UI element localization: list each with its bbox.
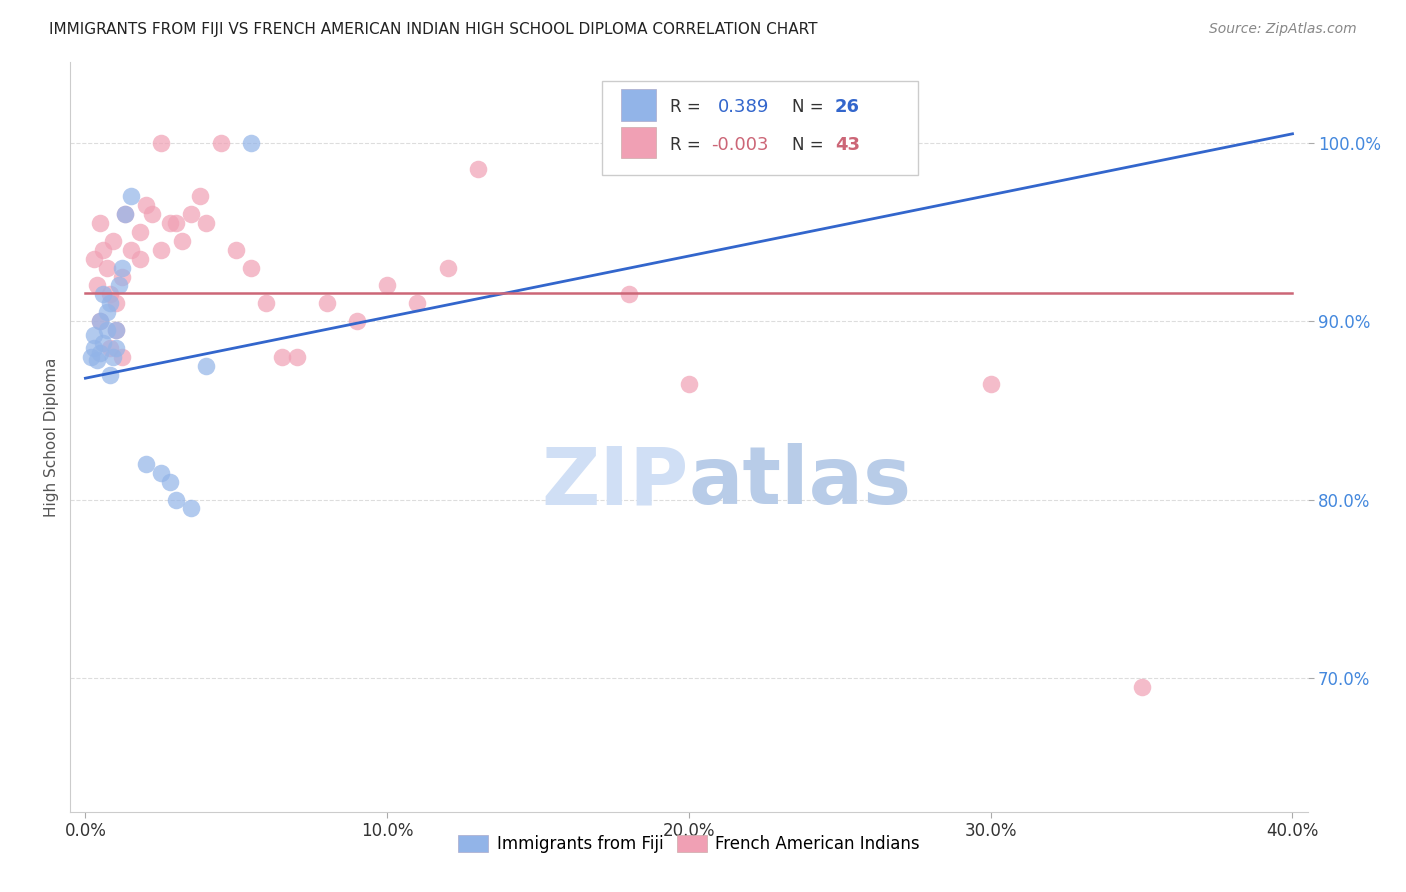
Point — [96, 305, 118, 319]
Point — [436, 260, 458, 275]
Point — [149, 136, 172, 150]
Text: 26: 26 — [835, 98, 860, 116]
Point — [170, 234, 193, 248]
Text: 0.389: 0.389 — [717, 98, 769, 116]
Point — [315, 296, 337, 310]
Text: R =: R = — [671, 136, 706, 153]
Point — [285, 350, 308, 364]
Point — [93, 335, 115, 350]
Point — [98, 296, 121, 310]
Point — [467, 162, 489, 177]
Point — [980, 376, 1002, 391]
Point — [256, 296, 278, 310]
Point — [104, 296, 127, 310]
Point — [107, 278, 129, 293]
Point — [165, 492, 187, 507]
Point — [240, 260, 263, 275]
Point — [110, 350, 132, 364]
Text: atlas: atlas — [689, 443, 912, 521]
Point — [110, 260, 132, 275]
Point — [195, 216, 218, 230]
Point — [101, 234, 124, 248]
Point — [135, 198, 157, 212]
Point — [104, 341, 127, 355]
Point — [104, 323, 127, 337]
Text: N =: N = — [792, 98, 828, 116]
Point — [149, 243, 172, 257]
Point — [141, 207, 163, 221]
Point — [240, 136, 263, 150]
Point — [180, 501, 202, 516]
Text: IMMIGRANTS FROM FIJI VS FRENCH AMERICAN INDIAN HIGH SCHOOL DIPLOMA CORRELATION C: IMMIGRANTS FROM FIJI VS FRENCH AMERICAN … — [49, 22, 818, 37]
Bar — [621, 89, 655, 121]
Point — [209, 136, 232, 150]
Point — [128, 252, 150, 266]
Point — [195, 359, 218, 373]
Point — [110, 269, 132, 284]
FancyBboxPatch shape — [602, 81, 918, 175]
Bar — [621, 127, 655, 159]
Point — [270, 350, 292, 364]
Point — [159, 475, 181, 489]
Point — [1130, 680, 1153, 694]
Point — [346, 314, 368, 328]
Point — [89, 314, 111, 328]
Point — [101, 350, 124, 364]
Point — [93, 287, 115, 301]
Point — [83, 341, 105, 355]
Point — [80, 350, 103, 364]
Point — [149, 466, 172, 480]
Point — [135, 457, 157, 471]
Point — [86, 353, 108, 368]
Point — [165, 216, 187, 230]
Point — [89, 314, 111, 328]
Point — [120, 189, 142, 203]
Point — [678, 376, 700, 391]
Point — [180, 207, 202, 221]
Y-axis label: High School Diploma: High School Diploma — [44, 358, 59, 516]
Text: R =: R = — [671, 98, 706, 116]
Point — [86, 278, 108, 293]
Text: -0.003: -0.003 — [711, 136, 769, 153]
Point — [83, 328, 105, 343]
Point — [128, 225, 150, 239]
Point — [375, 278, 398, 293]
Text: 43: 43 — [835, 136, 860, 153]
Point — [114, 207, 136, 221]
Text: Source: ZipAtlas.com: Source: ZipAtlas.com — [1209, 22, 1357, 37]
Point — [406, 296, 429, 310]
Point — [93, 243, 115, 257]
Text: N =: N = — [792, 136, 828, 153]
Point — [617, 287, 640, 301]
Text: ZIP: ZIP — [541, 443, 689, 521]
Point — [89, 216, 111, 230]
Point — [83, 252, 105, 266]
Point — [188, 189, 211, 203]
Point — [96, 260, 118, 275]
Point — [98, 287, 121, 301]
Point — [89, 346, 111, 360]
Legend: Immigrants from Fiji, French American Indians: Immigrants from Fiji, French American In… — [451, 828, 927, 860]
Point — [104, 323, 127, 337]
Point — [114, 207, 136, 221]
Point — [225, 243, 247, 257]
Point — [159, 216, 181, 230]
Point — [96, 323, 118, 337]
Point — [98, 368, 121, 382]
Point — [98, 341, 121, 355]
Point — [120, 243, 142, 257]
